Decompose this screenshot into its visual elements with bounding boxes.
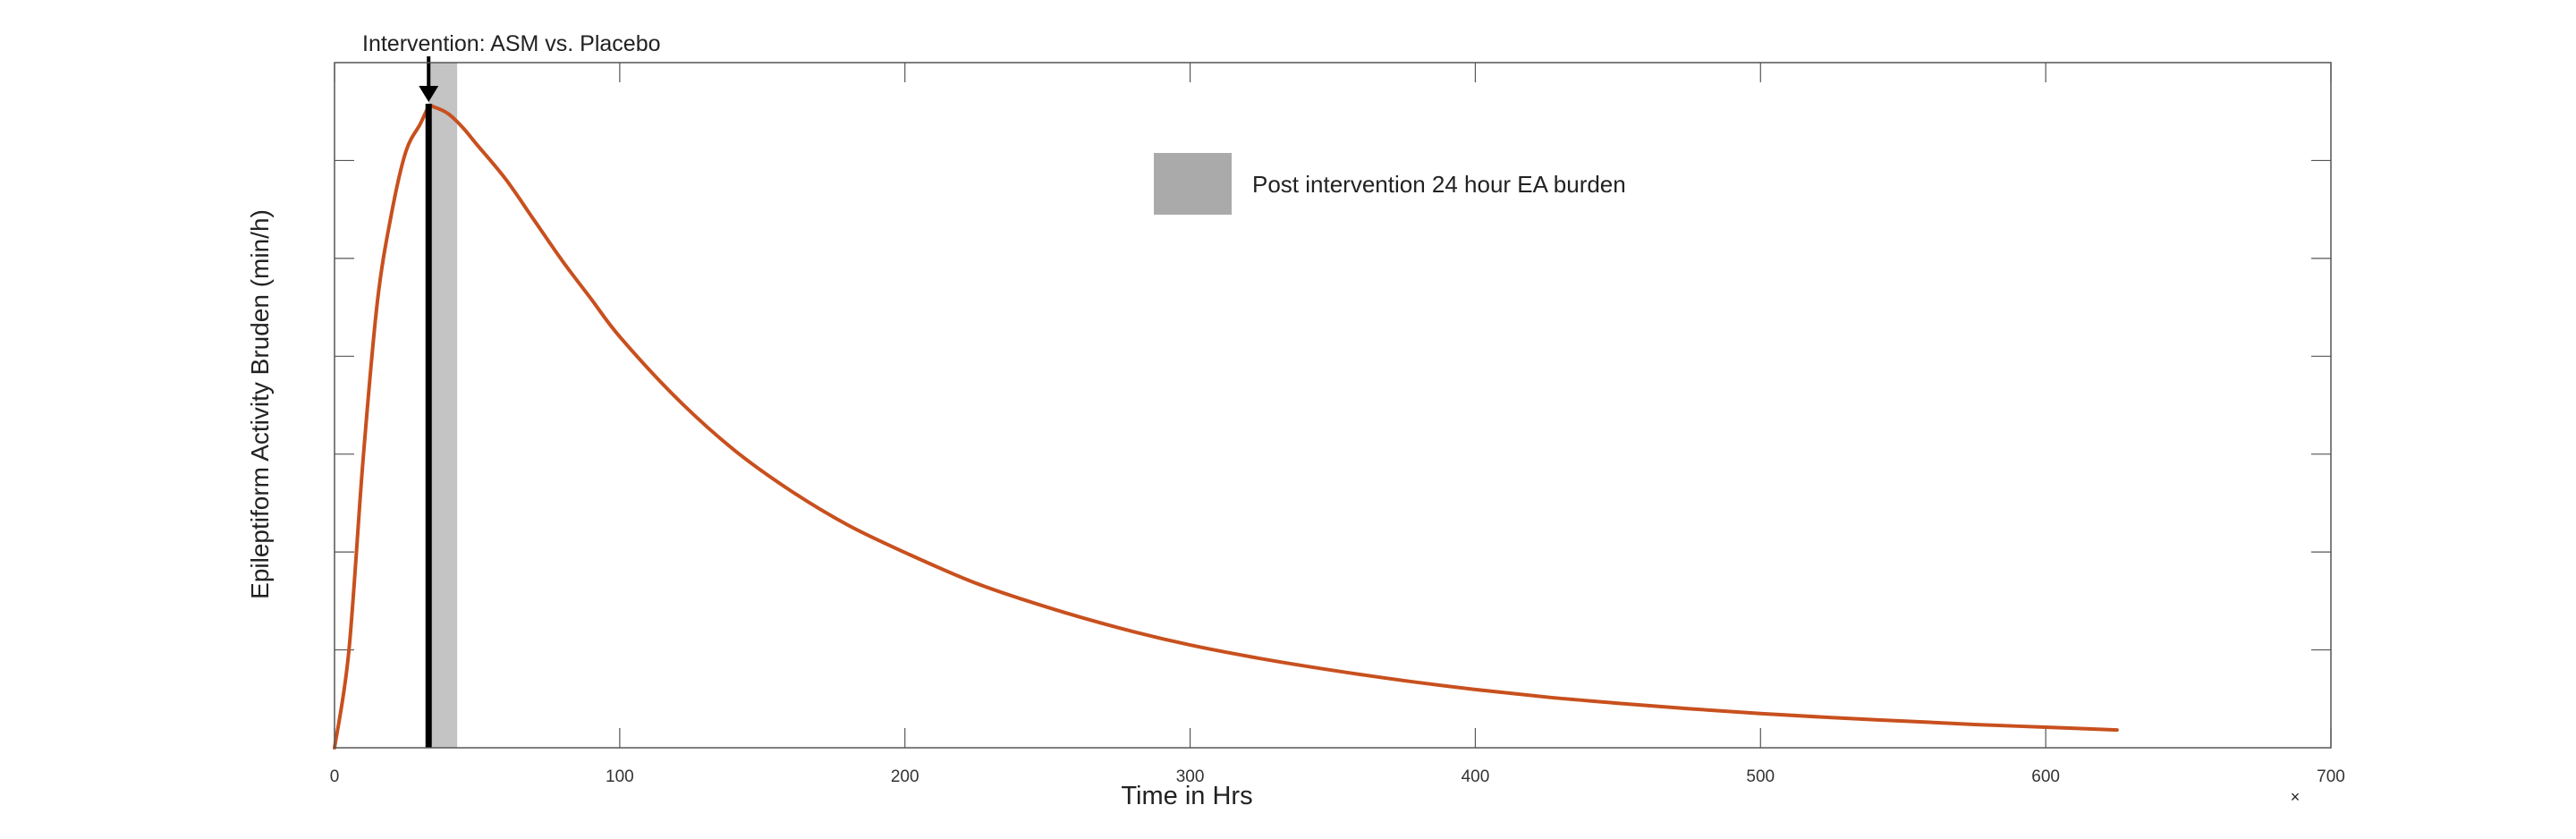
x-tick-label-3: 300 [1176, 767, 1205, 786]
x-tick-label-1: 100 [606, 767, 634, 786]
x-tick-label-7: 700 [2317, 767, 2345, 786]
x-tick-labels: 0 100 200 300 400 500 600 700 [330, 767, 2345, 786]
plot-frame [334, 62, 2332, 749]
intervention-label: Intervention: ASM vs. Placebo [362, 31, 661, 56]
x-tick-label-2: 200 [891, 767, 919, 786]
intervention-layer [419, 56, 439, 748]
series-line-0 [333, 104, 2119, 750]
plot-area [335, 63, 2331, 748]
ticks-layer [334, 63, 2332, 748]
corner-mark: × [2291, 788, 2301, 806]
series-layer [333, 104, 2119, 750]
x-tick-label-0: 0 [330, 767, 340, 786]
intervention-arrow-head [419, 86, 439, 102]
shade-band [428, 63, 458, 748]
shade-layer [428, 63, 458, 748]
x-tick-label-5: 500 [1746, 767, 1775, 786]
y-axis-label: Epileptiform Activity Bruden (min/h) [246, 209, 274, 599]
x-tick-label-4: 400 [1462, 767, 1490, 786]
legend-swatch [1154, 153, 1232, 215]
legend-label: Post intervention 24 hour EA burden [1252, 171, 1626, 198]
x-tick-label-6: 600 [2031, 767, 2060, 786]
x-axis-label: Time in Hrs [1121, 782, 1252, 810]
